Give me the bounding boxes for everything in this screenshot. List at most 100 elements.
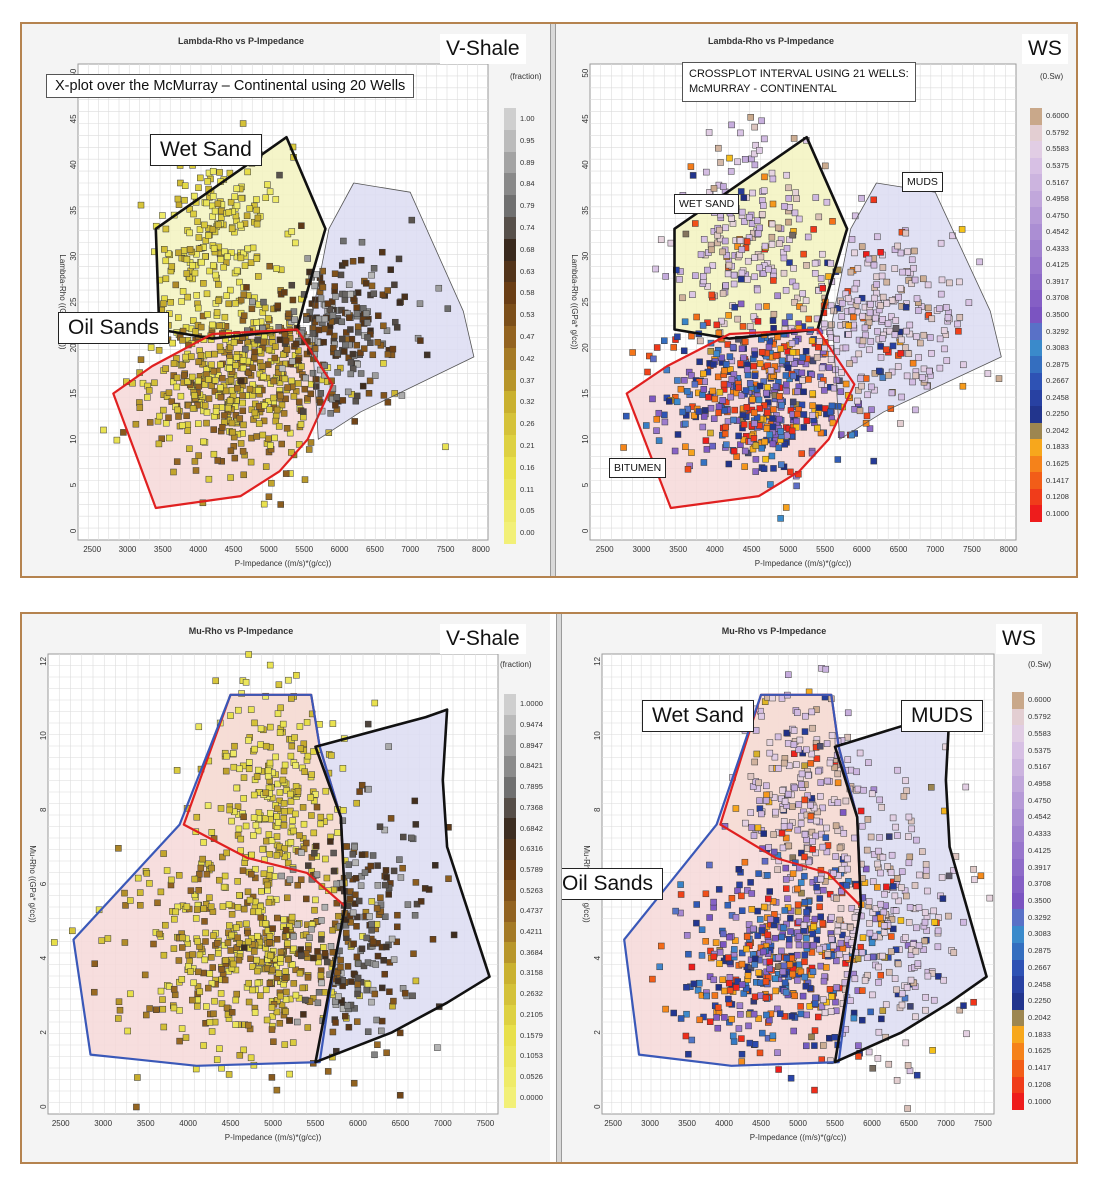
data-point bbox=[160, 951, 168, 959]
data-point bbox=[332, 293, 339, 300]
data-point bbox=[417, 337, 424, 344]
y-tick-label: 30 bbox=[581, 251, 590, 260]
data-point bbox=[193, 906, 201, 913]
colorbar-header: (0.Sw) bbox=[1028, 660, 1052, 669]
y-tick-label: 40 bbox=[69, 160, 78, 169]
data-point bbox=[681, 377, 688, 384]
data-point bbox=[189, 996, 196, 1004]
panel-divider[interactable] bbox=[550, 24, 556, 576]
data-point bbox=[328, 752, 335, 759]
data-point bbox=[266, 851, 273, 858]
colorbar-tick-label: 0.5792 bbox=[1028, 712, 1051, 722]
data-point bbox=[709, 442, 716, 450]
data-point bbox=[745, 1022, 752, 1030]
data-point bbox=[662, 1005, 669, 1013]
data-point bbox=[175, 201, 183, 208]
data-point bbox=[137, 356, 145, 363]
data-point bbox=[379, 291, 387, 298]
x-tick-label: 5000 bbox=[264, 1119, 282, 1128]
data-point bbox=[240, 1046, 247, 1054]
data-point bbox=[877, 914, 884, 922]
data-point bbox=[720, 380, 728, 388]
data-point bbox=[724, 901, 732, 909]
data-point bbox=[782, 876, 790, 883]
data-point bbox=[847, 997, 854, 1004]
data-point bbox=[292, 810, 299, 818]
x-axis-label: P-Impedance ((m/s)*(g/cc)) bbox=[235, 559, 332, 568]
data-point bbox=[228, 386, 236, 394]
data-point bbox=[730, 416, 737, 424]
data-point bbox=[783, 245, 791, 252]
data-point bbox=[715, 403, 723, 410]
data-point bbox=[818, 364, 826, 372]
data-point bbox=[168, 263, 176, 270]
data-point bbox=[312, 376, 320, 383]
colorbar-swatch bbox=[504, 1066, 516, 1088]
data-point bbox=[970, 866, 977, 873]
data-point bbox=[313, 383, 320, 390]
data-point bbox=[170, 360, 178, 367]
data-point bbox=[799, 290, 806, 297]
data-point bbox=[180, 247, 188, 254]
data-point bbox=[267, 809, 274, 817]
region-boundary-muds bbox=[314, 708, 491, 1064]
data-point bbox=[762, 389, 770, 397]
data-point bbox=[731, 406, 738, 414]
data-point bbox=[382, 867, 390, 874]
data-point bbox=[217, 256, 225, 263]
data-point bbox=[370, 265, 378, 272]
data-point bbox=[273, 963, 280, 970]
data-point bbox=[731, 946, 738, 953]
colorbar-tick-label: 0.16 bbox=[520, 462, 535, 472]
data-point bbox=[273, 1008, 281, 1016]
data-point bbox=[766, 431, 773, 439]
data-point bbox=[764, 872, 771, 879]
data-point bbox=[364, 720, 372, 728]
data-point bbox=[883, 883, 890, 891]
data-point bbox=[938, 874, 946, 881]
data-point bbox=[756, 916, 764, 923]
data-point bbox=[847, 924, 854, 931]
data-point bbox=[219, 903, 227, 910]
data-point bbox=[215, 221, 222, 229]
data-point bbox=[219, 424, 226, 431]
data-point bbox=[737, 300, 745, 308]
data-point bbox=[661, 337, 668, 344]
data-point bbox=[801, 872, 808, 880]
data-point bbox=[839, 809, 847, 816]
data-point bbox=[814, 927, 821, 934]
colorbar-swatch bbox=[1012, 775, 1024, 793]
data-point bbox=[345, 281, 353, 288]
data-point bbox=[916, 871, 923, 879]
data-point bbox=[934, 927, 942, 935]
data-point bbox=[858, 243, 866, 250]
data-point bbox=[215, 950, 222, 957]
data-point bbox=[133, 1103, 140, 1111]
data-point bbox=[811, 915, 819, 923]
data-point bbox=[859, 987, 866, 994]
data-point bbox=[655, 437, 663, 444]
data-point bbox=[844, 855, 851, 863]
data-point bbox=[322, 787, 330, 795]
data-point bbox=[718, 317, 725, 325]
data-point bbox=[192, 467, 200, 474]
data-point bbox=[268, 837, 276, 844]
data-point bbox=[355, 897, 363, 905]
data-point bbox=[297, 745, 304, 752]
data-point bbox=[288, 913, 296, 921]
data-point bbox=[712, 939, 720, 946]
data-point bbox=[369, 351, 377, 359]
data-point bbox=[741, 463, 748, 470]
data-point bbox=[270, 377, 277, 385]
colorbar-tick-label: 0.5375 bbox=[1028, 745, 1051, 755]
data-point bbox=[795, 215, 803, 223]
x-tick-label: 6000 bbox=[853, 545, 871, 554]
data-point bbox=[301, 385, 309, 393]
data-point bbox=[239, 447, 247, 455]
data-point bbox=[197, 174, 204, 182]
lambda-rho-ws-panel: 2500 3000 3500 4000 4500 5000 5500 6000 6500 7000… bbox=[556, 24, 1076, 576]
data-point bbox=[245, 979, 252, 987]
data-point bbox=[223, 1004, 231, 1012]
panel-divider[interactable] bbox=[556, 614, 562, 1162]
data-point bbox=[264, 881, 271, 889]
